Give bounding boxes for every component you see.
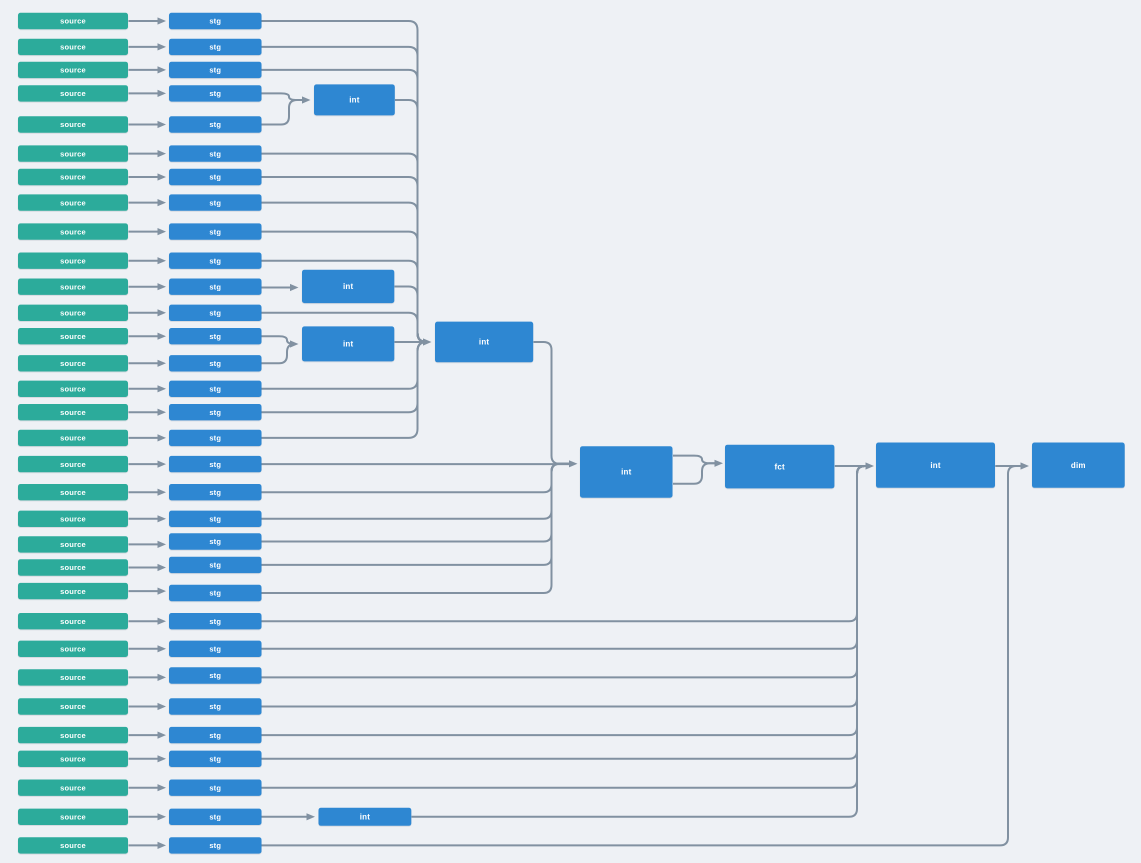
svg-text:stg: stg xyxy=(209,671,221,680)
svg-text:stg: stg xyxy=(209,645,221,654)
svg-text:source: source xyxy=(60,540,86,549)
svg-text:stg: stg xyxy=(209,149,221,158)
svg-text:source: source xyxy=(60,120,86,129)
svg-text:source: source xyxy=(60,731,86,740)
svg-text:fct: fct xyxy=(775,462,786,471)
svg-text:int: int xyxy=(360,812,371,821)
svg-text:stg: stg xyxy=(209,515,221,524)
svg-text:stg: stg xyxy=(209,89,221,98)
svg-text:stg: stg xyxy=(209,43,221,52)
svg-text:stg: stg xyxy=(209,359,221,368)
svg-text:stg: stg xyxy=(209,198,221,207)
svg-text:source: source xyxy=(60,617,86,626)
svg-text:stg: stg xyxy=(209,309,221,318)
svg-text:stg: stg xyxy=(209,488,221,497)
svg-text:int: int xyxy=(349,96,360,105)
svg-text:stg: stg xyxy=(209,332,221,341)
svg-text:stg: stg xyxy=(209,561,221,570)
svg-text:int: int xyxy=(930,461,941,470)
svg-text:stg: stg xyxy=(209,120,221,129)
svg-text:source: source xyxy=(60,309,86,318)
svg-text:stg: stg xyxy=(209,460,221,469)
svg-text:stg: stg xyxy=(209,173,221,182)
svg-text:source: source xyxy=(60,149,86,158)
svg-text:source: source xyxy=(60,673,86,682)
svg-text:source: source xyxy=(60,515,86,524)
svg-text:stg: stg xyxy=(209,17,221,26)
svg-text:source: source xyxy=(60,755,86,764)
svg-text:source: source xyxy=(60,434,86,443)
svg-text:source: source xyxy=(60,66,86,75)
svg-text:source: source xyxy=(60,841,86,850)
svg-text:source: source xyxy=(60,17,86,26)
svg-text:source: source xyxy=(60,282,86,291)
svg-text:source: source xyxy=(60,227,86,236)
svg-text:int: int xyxy=(479,338,490,347)
svg-text:source: source xyxy=(60,198,86,207)
svg-text:source: source xyxy=(60,587,86,596)
svg-text:source: source xyxy=(60,173,86,182)
svg-text:stg: stg xyxy=(209,783,221,792)
svg-text:source: source xyxy=(60,43,86,52)
svg-text:dim: dim xyxy=(1071,461,1086,470)
svg-text:int: int xyxy=(621,468,632,477)
svg-text:source: source xyxy=(60,488,86,497)
svg-text:stg: stg xyxy=(209,408,221,417)
svg-text:stg: stg xyxy=(209,617,221,626)
svg-text:stg: stg xyxy=(209,755,221,764)
svg-text:source: source xyxy=(60,460,86,469)
svg-text:stg: stg xyxy=(209,385,221,394)
svg-text:source: source xyxy=(60,783,86,792)
svg-text:source: source xyxy=(60,385,86,394)
svg-text:source: source xyxy=(60,563,86,572)
svg-text:stg: stg xyxy=(209,434,221,443)
svg-text:stg: stg xyxy=(209,227,221,236)
svg-text:source: source xyxy=(60,813,86,822)
svg-text:source: source xyxy=(60,256,86,265)
svg-text:stg: stg xyxy=(209,731,221,740)
svg-text:stg: stg xyxy=(209,256,221,265)
svg-text:stg: stg xyxy=(209,702,221,711)
svg-text:source: source xyxy=(60,702,86,711)
svg-text:source: source xyxy=(60,89,86,98)
svg-text:stg: stg xyxy=(209,282,221,291)
svg-text:source: source xyxy=(60,645,86,654)
svg-text:stg: stg xyxy=(209,813,221,822)
svg-text:source: source xyxy=(60,408,86,417)
svg-text:stg: stg xyxy=(209,66,221,75)
svg-text:source: source xyxy=(60,332,86,341)
svg-text:int: int xyxy=(343,282,354,291)
svg-text:source: source xyxy=(60,359,86,368)
svg-text:stg: stg xyxy=(209,589,221,598)
svg-text:stg: stg xyxy=(209,841,221,850)
svg-text:int: int xyxy=(343,340,354,349)
svg-text:stg: stg xyxy=(209,537,221,546)
